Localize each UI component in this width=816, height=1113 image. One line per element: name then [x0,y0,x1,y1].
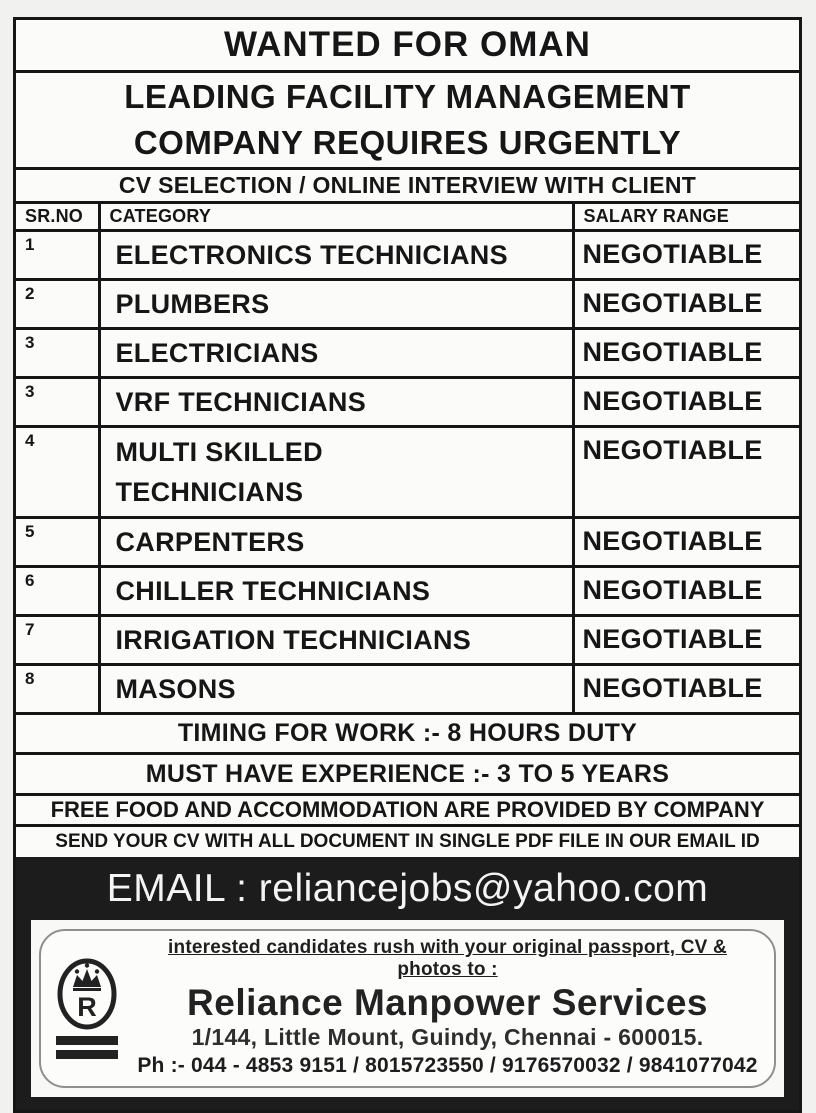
row-srno: 5 [16,516,101,568]
table-row: 6 CHILLER TECHNICIANS NEGOTIABLE [16,565,799,617]
footer-panel: R interested candidates rush with your o… [31,920,784,1097]
email-address: EMAIL : reliancejobs@yahoo.com [16,857,799,920]
crown-r-logo-icon: R [56,958,118,1059]
table-row: 1 ELECTRONICS TECHNICIANS NEGOTIABLE [16,229,799,281]
row-srno: 8 [16,663,101,715]
agency-card: R interested candidates rush with your o… [39,929,776,1088]
row-category: IRRIGATION TECHNICIANS [97,614,575,666]
row-salary: NEGOTIABLE [571,229,799,281]
note-send-cv: SEND YOUR CV WITH ALL DOCUMENT IN SINGLE… [16,827,799,857]
jobs-table: SR.NO CATEGORY SALARY RANGE 1 ELECTRONICS… [16,204,799,715]
selection-note: CV SELECTION / ONLINE INTERVIEW WITH CLI… [16,170,799,204]
row-category: VRF TECHNICIANS [97,376,575,428]
subtitle-line-2: COMPANY REQUIRES URGENTLY [133,124,682,161]
row-srno: 7 [16,614,101,666]
row-srno: 1 [16,229,101,281]
job-advert: WANTED FOR OMAN LEADING FACILITY MANAGEM… [13,17,802,1113]
table-row: 8 MASONS NEGOTIABLE [16,663,799,715]
row-category: MASONS [97,663,575,715]
svg-text:R: R [77,992,97,1022]
row-salary: NEGOTIABLE [571,376,799,428]
row-category: CARPENTERS [97,516,575,568]
row-category: ELECTRICIANS [97,327,575,379]
row-salary: NEGOTIABLE [571,614,799,666]
table-row: 7 IRRIGATION TECHNICIANS NEGOTIABLE [16,614,799,666]
table-header-row: SR.NO CATEGORY SALARY RANGE [16,204,799,232]
column-header-category: CATEGORY [97,204,575,232]
footer-frame: R interested candidates rush with your o… [16,920,799,1110]
agency-name: Reliance Manpower Services [187,982,708,1023]
agency-logo: R [51,956,123,1060]
row-srno: 3 [16,376,101,428]
row-srno: 3 [16,327,101,379]
advert-subtitle: LEADING FACILITY MANAGEMENT COMPANY REQU… [16,73,799,170]
row-category: CHILLER TECHNICIANS [97,565,575,617]
row-category: PLUMBERS [97,278,575,330]
row-srno: 4 [16,425,101,519]
note-experience: MUST HAVE EXPERIENCE :- 3 TO 5 YEARS [16,755,799,796]
row-category: ELECTRONICS TECHNICIANS [97,229,575,281]
page-title: WANTED FOR OMAN [16,20,799,73]
row-srno: 6 [16,565,101,617]
table-row: 2 PLUMBERS NEGOTIABLE [16,278,799,330]
agency-phone: Ph :- 044 - 4853 9151 / 8015723550 / 917… [137,1054,758,1077]
row-salary: NEGOTIABLE [571,425,799,519]
row-category: MULTI SKILLED TECHNICIANS [97,425,575,519]
table-row: 3 ELECTRICIANS NEGOTIABLE [16,327,799,379]
table-row: 3 VRF TECHNICIANS NEGOTIABLE [16,376,799,428]
row-salary: NEGOTIABLE [571,278,799,330]
agency-address: 1/144, Little Mount, Guindy, Chennai - 6… [191,1024,704,1050]
row-srno: 2 [16,278,101,330]
row-salary: NEGOTIABLE [571,663,799,715]
table-row: 5 CARPENTERS NEGOTIABLE [16,516,799,568]
note-timing: TIMING FOR WORK :- 8 HOURS DUTY [16,715,799,755]
row-salary: NEGOTIABLE [571,327,799,379]
column-header-salary: SALARY RANGE [571,204,799,232]
row-salary: NEGOTIABLE [571,516,799,568]
table-row: 4 MULTI SKILLED TECHNICIANS NEGOTIABLE [16,425,799,519]
row-salary: NEGOTIABLE [571,565,799,617]
subtitle-line-1: LEADING FACILITY MANAGEMENT [124,78,691,115]
column-header-srno: SR.NO [16,204,101,232]
note-food-accommodation: FREE FOOD AND ACCOMMODATION ARE PROVIDED… [16,796,799,827]
agency-tagline: interested candidates rush with your ori… [168,937,727,980]
agency-details: interested candidates rush with your ori… [135,937,760,1078]
